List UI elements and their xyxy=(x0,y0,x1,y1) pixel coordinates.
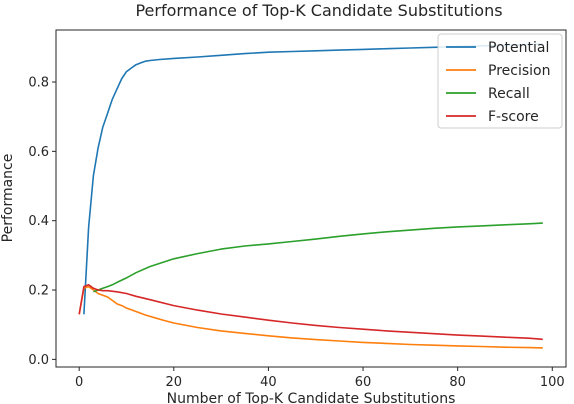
y-axis: 0.0 0.2 0.4 0.6 0.8 xyxy=(28,76,56,368)
series-lines xyxy=(78,43,543,349)
series-line-recall xyxy=(93,222,543,293)
y-tick-label: 0.6 xyxy=(28,145,49,160)
legend-label: Precision xyxy=(488,63,550,79)
legend: Potential Precision Recall F-score xyxy=(437,33,563,129)
plot-area-frame xyxy=(55,29,567,368)
series-line-f-score xyxy=(78,283,543,341)
y-tick-label: 0.0 xyxy=(28,353,49,368)
x-axis-label: Number of Top-K Candidate Substitutions xyxy=(167,391,456,404)
chart-title: Performance of Top-K Candidate Substitut… xyxy=(135,1,502,20)
legend-label: F-score xyxy=(488,109,539,125)
y-tick-label: 0.2 xyxy=(28,284,49,299)
legend-label: Recall xyxy=(488,86,530,102)
x-axis: 0 20 40 60 80 100 xyxy=(75,367,565,390)
y-tick-label: 0.4 xyxy=(28,214,49,229)
legend-box xyxy=(437,33,563,129)
x-tick-label: 20 xyxy=(166,375,183,390)
x-tick-label: 80 xyxy=(449,375,466,390)
x-tick-label: 40 xyxy=(260,375,277,390)
series-line-precision xyxy=(78,285,543,349)
x-tick-label: 100 xyxy=(540,375,565,390)
x-tick-label: 0 xyxy=(75,375,83,390)
x-tick-label: 60 xyxy=(355,375,372,390)
series-line-potential xyxy=(83,43,543,315)
y-tick-label: 0.8 xyxy=(28,76,49,91)
legend-label: Potential xyxy=(488,40,549,56)
y-axis-label: Performance xyxy=(0,154,16,243)
